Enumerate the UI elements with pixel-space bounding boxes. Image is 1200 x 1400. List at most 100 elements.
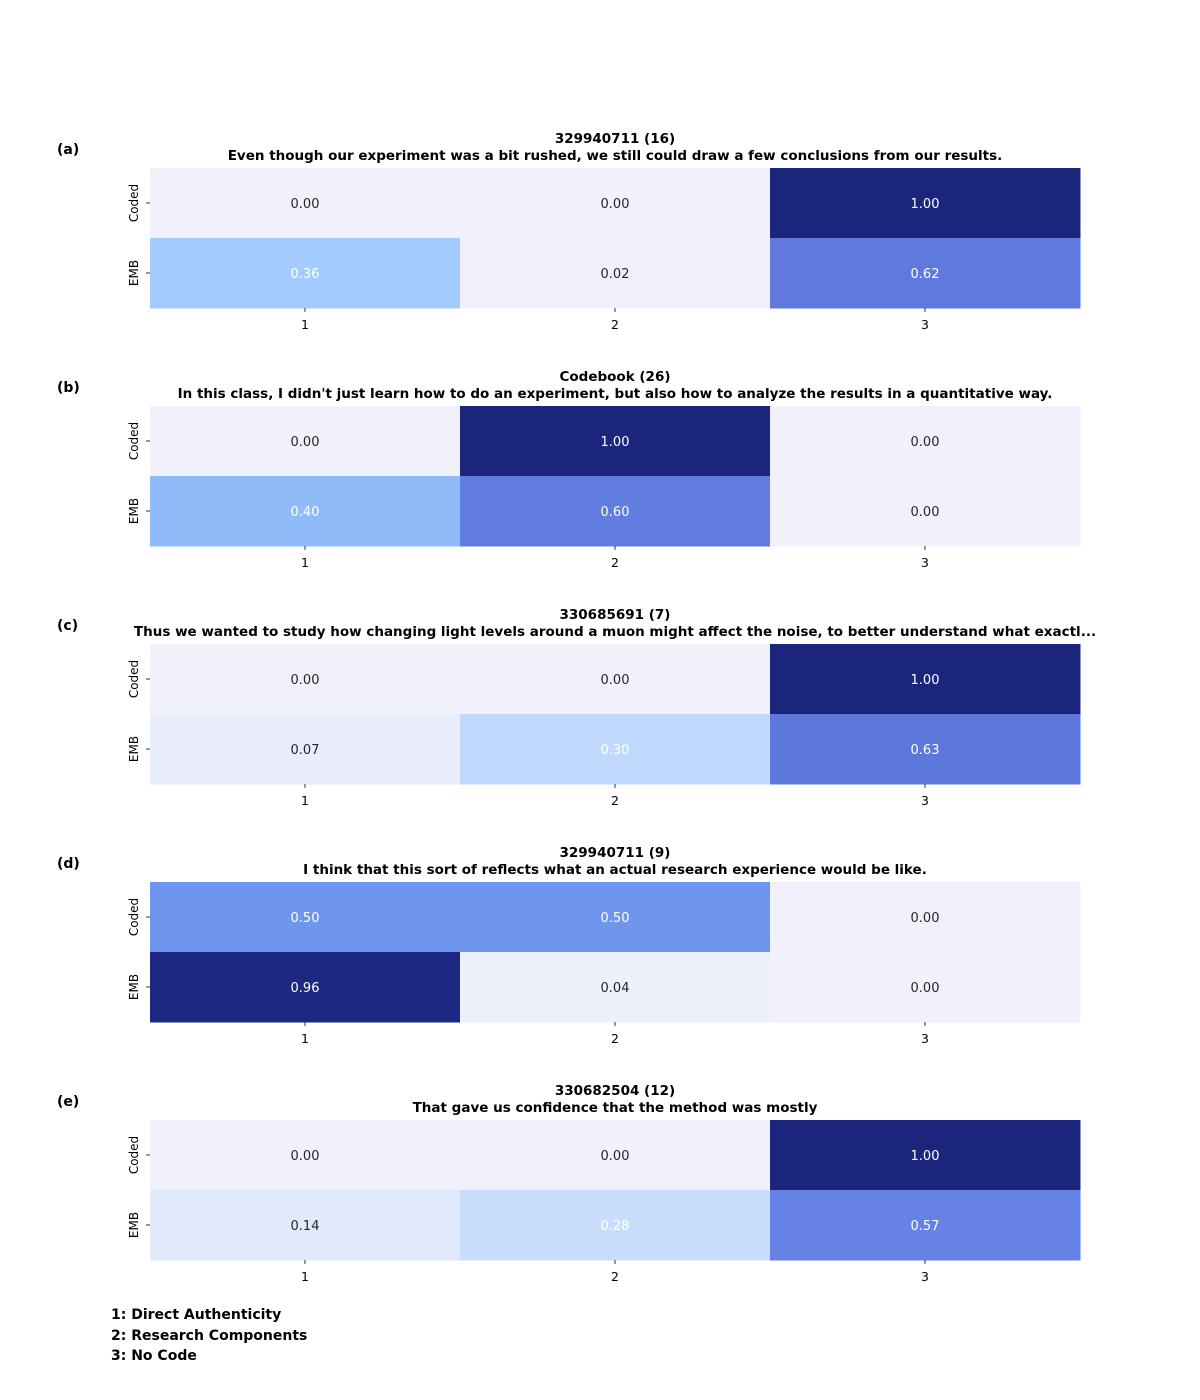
cell-value-label: 1.00 xyxy=(911,673,940,688)
column-label: 2 xyxy=(611,555,619,570)
cell-value-label: 0.14 xyxy=(291,1219,320,1234)
cell-value-label: 0.00 xyxy=(601,1149,630,1164)
row-label: Coded xyxy=(127,422,141,460)
column-label: 1 xyxy=(301,793,309,808)
cell-value-label: 0.50 xyxy=(601,911,630,926)
cell-value-label: 1.00 xyxy=(601,435,630,450)
heatmap-cell xyxy=(460,406,771,477)
column-label: 3 xyxy=(921,555,929,570)
cell-value-label: 0.28 xyxy=(601,1219,630,1234)
heatmap-cell xyxy=(770,1120,1081,1191)
cell-value-label: 0.00 xyxy=(291,435,320,450)
heatmap-cell xyxy=(460,952,771,1023)
heatmap-cell xyxy=(770,1190,1081,1261)
heatmap-cell xyxy=(770,238,1081,309)
chart-subtitle: Even though our experiment was a bit rus… xyxy=(228,148,1003,164)
cell-value-label: 0.04 xyxy=(601,981,630,996)
heatmap-cell xyxy=(150,406,461,477)
column-label: 3 xyxy=(921,317,929,332)
column-label: 1 xyxy=(301,1031,309,1046)
cell-value-label: 0.00 xyxy=(291,673,320,688)
panel-label: (c) xyxy=(57,618,78,634)
cell-value-label: 0.36 xyxy=(291,267,320,282)
heatmap-cell xyxy=(770,714,1081,785)
heatmap-cell xyxy=(150,952,461,1023)
heatmap-cell xyxy=(150,714,461,785)
heatmap-panel-1: (a) 329940711 (16)Even though our experim… xyxy=(57,131,1081,332)
chart-title: 329940711 (9) xyxy=(560,845,671,861)
cell-value-label: 1.00 xyxy=(911,1149,940,1164)
row-label: Coded xyxy=(127,660,141,698)
heatmap-panel-4: (d) 329940711 (9)I think that this sort o… xyxy=(57,845,1081,1046)
chart-subtitle: In this class, I didn't just learn how t… xyxy=(178,386,1053,402)
heatmap-cell xyxy=(770,406,1081,477)
heatmap-cell xyxy=(770,644,1081,715)
heatmap-cell xyxy=(150,1120,461,1191)
chart-title: Codebook (26) xyxy=(559,369,670,385)
heatmap-panel-3: (c) 330685691 (7)Thus we wanted to study … xyxy=(57,607,1096,808)
row-label: EMB xyxy=(127,736,141,762)
cell-value-label: 0.07 xyxy=(291,743,320,758)
column-label: 1 xyxy=(301,1269,309,1284)
row-label: EMB xyxy=(127,974,141,1000)
chart-title: 330685691 (7) xyxy=(560,607,671,623)
cell-value-label: 0.00 xyxy=(911,505,940,520)
heatmap-cell xyxy=(460,714,771,785)
heatmap-cell xyxy=(460,168,771,239)
legend: 1: Direct Authenticity 2: Research Compo… xyxy=(111,1305,307,1367)
column-label: 1 xyxy=(301,317,309,332)
heatmap-panel-2: (b) Codebook (26)In this class, I didn't … xyxy=(57,369,1081,570)
heatmap-cell xyxy=(770,882,1081,953)
heatmap-cell xyxy=(460,1190,771,1261)
heatmap-cell xyxy=(150,644,461,715)
column-label: 2 xyxy=(611,793,619,808)
cell-value-label: 0.00 xyxy=(291,197,320,212)
heatmap-cell xyxy=(460,882,771,953)
heatmap-cell xyxy=(770,952,1081,1023)
cell-value-label: 0.00 xyxy=(911,911,940,926)
row-label: Coded xyxy=(127,184,141,222)
cell-value-label: 0.00 xyxy=(291,1149,320,1164)
row-label: EMB xyxy=(127,498,141,524)
heatmap-cell xyxy=(150,476,461,547)
legend-item-1: 1: Direct Authenticity xyxy=(111,1307,282,1323)
heatmap-cell xyxy=(770,476,1081,547)
row-label: EMB xyxy=(127,1212,141,1238)
cell-value-label: 0.96 xyxy=(291,981,320,996)
chart-title: 330682504 (12) xyxy=(555,1083,675,1099)
cell-value-label: 0.00 xyxy=(911,981,940,996)
heatmap-panel-5: (e) 330682504 (12)That gave us confidence… xyxy=(57,1083,1081,1284)
cell-value-label: 0.30 xyxy=(601,743,630,758)
heatmap-cell xyxy=(460,1120,771,1191)
cell-value-label: 0.00 xyxy=(601,673,630,688)
column-label: 2 xyxy=(611,1269,619,1284)
panel-label: (a) xyxy=(57,142,79,158)
panel-label: (d) xyxy=(57,856,80,872)
row-label: Coded xyxy=(127,1136,141,1174)
legend-item-2: 2: Research Components xyxy=(111,1327,308,1344)
column-label: 2 xyxy=(611,1031,619,1046)
heatmap-cell xyxy=(150,882,461,953)
chart-subtitle: That gave us confidence that the method … xyxy=(413,1100,818,1116)
cell-value-label: 1.00 xyxy=(911,197,940,212)
cell-value-label: 0.63 xyxy=(911,743,940,758)
cell-value-label: 0.50 xyxy=(291,911,320,926)
column-label: 3 xyxy=(921,1031,929,1046)
cell-value-label: 0.57 xyxy=(911,1219,940,1234)
heatmap-cell xyxy=(770,168,1081,239)
column-label: 1 xyxy=(301,555,309,570)
cell-value-label: 0.00 xyxy=(601,197,630,212)
heatmap-cell xyxy=(460,238,771,309)
cell-value-label: 0.02 xyxy=(601,267,630,282)
panel-label: (b) xyxy=(57,380,80,396)
panel-label: (e) xyxy=(57,1094,79,1110)
cell-value-label: 0.62 xyxy=(911,267,940,282)
column-label: 3 xyxy=(921,793,929,808)
chart-subtitle: Thus we wanted to study how changing lig… xyxy=(134,624,1096,640)
cell-value-label: 0.00 xyxy=(911,435,940,450)
legend-item-3: 3: No Code xyxy=(111,1348,197,1364)
cell-value-label: 0.60 xyxy=(601,505,630,520)
heatmap-cell xyxy=(460,476,771,547)
row-label: Coded xyxy=(127,898,141,936)
